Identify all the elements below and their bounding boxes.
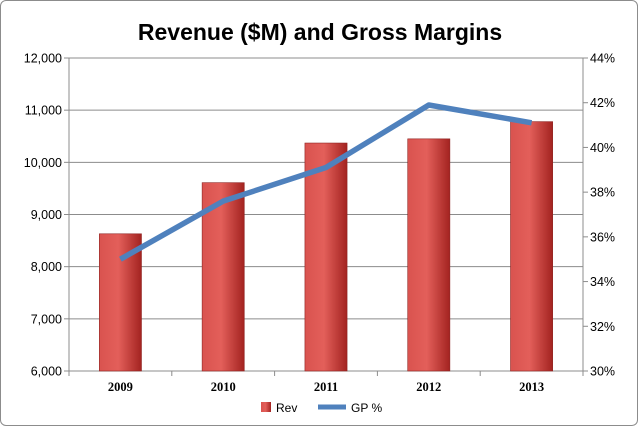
left-axis-tick-label: 9,000: [31, 208, 62, 222]
left-axis-tick-label: 8,000: [31, 260, 62, 274]
right-axis-tick-label: 42%: [590, 96, 615, 110]
left-axis-tick-labels: 6,000 7,000 8,000 9,000 10,000 11,000 12,000: [24, 52, 62, 379]
right-axis-tick-label: 44%: [590, 52, 615, 66]
right-axis-tick-label: 38%: [590, 186, 615, 200]
legend-label-gp: GP %: [351, 401, 382, 415]
legend-label-rev: Rev: [276, 401, 297, 415]
left-axis-tick-label: 11,000: [25, 104, 62, 118]
bar-rev-2011: [304, 142, 348, 372]
right-axis-tick-label: 30%: [590, 365, 615, 379]
bar-rev-2009: [99, 233, 142, 372]
legend: Rev GP %: [261, 401, 382, 415]
axes: [64, 57, 588, 376]
gridlines: [69, 57, 583, 320]
category-label-2012: 2012: [416, 380, 441, 394]
left-axis-tick-label: 6,000: [31, 365, 62, 379]
category-label-2013: 2013: [519, 380, 544, 394]
left-axis-tick-label: 7,000: [31, 312, 62, 326]
right-axis-tick-label: 34%: [590, 275, 615, 289]
left-axis-tick-label: 12,000: [24, 52, 62, 66]
right-axis-tick-labels: 30% 32% 34% 36% 38% 40% 42% 44%: [590, 52, 615, 379]
line-series: [119, 102, 533, 262]
right-axis-tick-label: 32%: [590, 320, 615, 334]
right-axis-tick-label: 40%: [590, 141, 615, 155]
bar-rev-2013: [510, 121, 553, 372]
category-label-2009: 2009: [108, 380, 133, 394]
bar-rev-2010: [201, 182, 245, 372]
category-axis-labels: 2009 2010 2011 2012 2013: [108, 380, 544, 394]
chart-title: Revenue ($M) and Gross Margins: [138, 19, 502, 45]
bar-rev-2012: [407, 138, 451, 372]
bar-series: [99, 121, 553, 372]
category-label-2011: 2011: [314, 380, 338, 394]
left-axis-tick-label: 10,000: [24, 156, 62, 170]
category-label-2010: 2010: [211, 380, 236, 394]
legend-swatch-rev: [261, 402, 271, 412]
right-axis-tick-label: 36%: [590, 230, 615, 244]
